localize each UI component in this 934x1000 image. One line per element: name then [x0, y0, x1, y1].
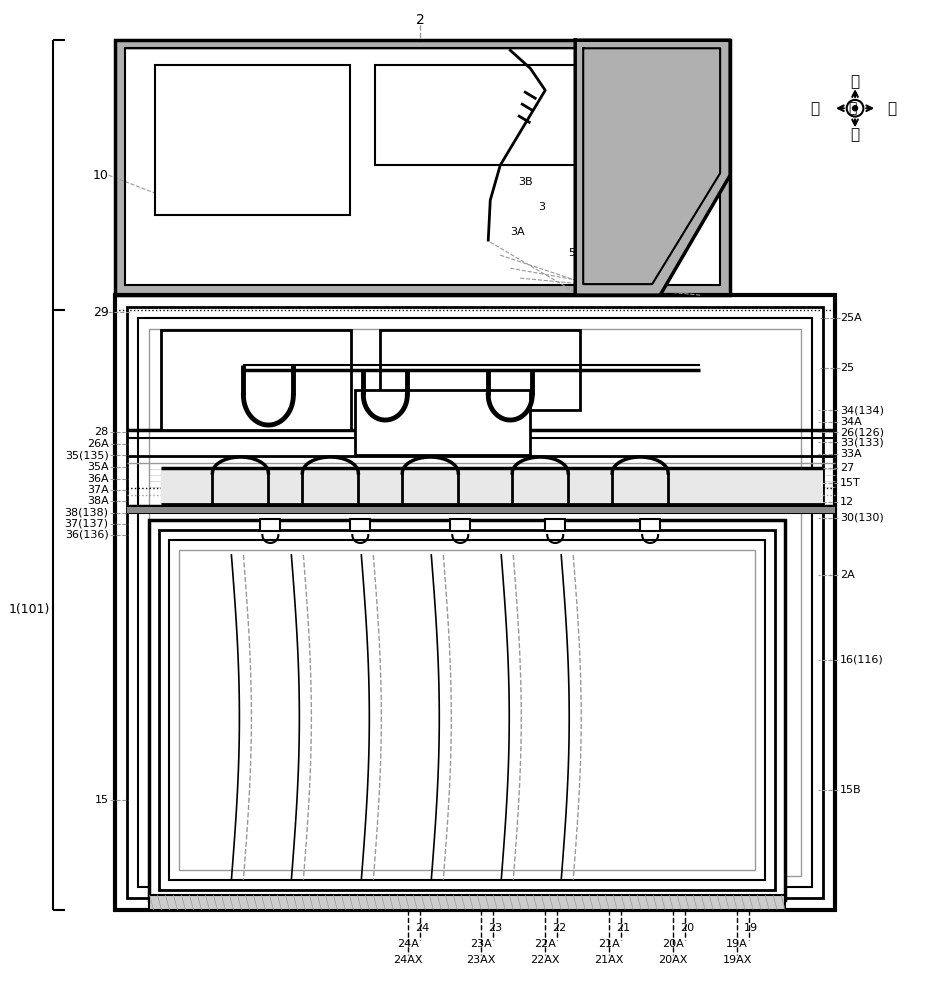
Text: 33(133): 33(133)	[840, 437, 884, 447]
Text: 19A: 19A	[727, 939, 748, 949]
Bar	[375, 65, 705, 165]
Text: 23A: 23A	[471, 939, 492, 949]
Text: 5: 5	[568, 248, 575, 258]
Text: 前: 前	[887, 101, 896, 116]
Text: 2: 2	[416, 13, 425, 27]
Bar	[545, 519, 565, 531]
Text: 24: 24	[416, 923, 430, 933]
Text: 29: 29	[92, 306, 108, 319]
Text: 15: 15	[94, 795, 108, 805]
Bar	[350, 519, 370, 531]
Text: 24A: 24A	[397, 939, 419, 949]
Text: 24AX: 24AX	[393, 955, 423, 965]
Text: 左: 左	[849, 101, 857, 115]
Text: 38A: 38A	[87, 496, 108, 506]
Text: 23: 23	[488, 923, 502, 933]
Text: 11: 11	[644, 282, 658, 292]
Bar	[179, 550, 755, 870]
Bar	[160, 530, 775, 890]
Bar	[149, 895, 785, 910]
Text: 33A: 33A	[840, 449, 862, 459]
Bar	[155, 65, 350, 215]
Text: 20A: 20A	[662, 939, 684, 949]
Text: 15T: 15T	[840, 478, 861, 488]
Bar	[149, 520, 785, 900]
Text: 2A: 2A	[840, 570, 855, 580]
Text: 13: 13	[608, 265, 622, 275]
Text: 20AX: 20AX	[658, 955, 687, 965]
Bar	[125, 50, 720, 285]
Bar	[162, 468, 823, 504]
Polygon shape	[575, 40, 730, 295]
Text: 34A: 34A	[840, 417, 862, 427]
Text: 36(136): 36(136)	[64, 530, 108, 540]
Text: 21: 21	[616, 923, 630, 933]
Bar	[261, 519, 280, 531]
Text: 23AX: 23AX	[467, 955, 496, 965]
Text: 25: 25	[840, 363, 855, 373]
Text: 37A: 37A	[87, 485, 108, 495]
Text: 22: 22	[552, 923, 566, 933]
Bar	[450, 519, 470, 531]
Text: 3A: 3A	[510, 227, 525, 237]
Bar	[149, 329, 801, 876]
Text: 28: 28	[94, 427, 108, 437]
Text: 30(130): 30(130)	[840, 513, 884, 523]
Text: 25A: 25A	[840, 313, 862, 323]
Text: 16(116): 16(116)	[840, 655, 884, 665]
Text: 3: 3	[538, 202, 545, 212]
Text: 26(126): 26(126)	[840, 427, 884, 437]
Bar	[116, 295, 835, 910]
Bar	[125, 48, 720, 285]
Bar	[116, 40, 730, 295]
Bar	[138, 318, 812, 887]
Text: 38(138): 38(138)	[64, 508, 108, 518]
Text: 下: 下	[851, 74, 859, 89]
Text: 34(134): 34(134)	[840, 405, 884, 415]
Text: 12: 12	[840, 497, 855, 507]
Bar	[355, 390, 531, 455]
Bar	[640, 519, 660, 531]
Text: 19AX: 19AX	[722, 955, 752, 965]
Text: 26A: 26A	[87, 439, 108, 449]
Bar	[127, 307, 823, 898]
Text: 35A: 35A	[87, 462, 108, 472]
Text: 后: 后	[810, 101, 819, 116]
Text: 19: 19	[744, 923, 758, 933]
Bar	[116, 40, 730, 295]
Text: 10: 10	[92, 169, 108, 182]
Bar	[127, 507, 835, 513]
Bar	[162, 330, 351, 430]
Circle shape	[853, 106, 857, 111]
Bar	[380, 330, 580, 410]
Text: 15B: 15B	[840, 785, 862, 795]
Text: 3B: 3B	[518, 177, 533, 187]
Text: 35(135): 35(135)	[64, 450, 108, 460]
Text: 36A: 36A	[87, 474, 108, 484]
Bar	[169, 540, 765, 880]
Text: 21AX: 21AX	[595, 955, 624, 965]
Text: 22A: 22A	[534, 939, 556, 949]
Text: 1(101): 1(101)	[9, 603, 50, 616]
Text: 22AX: 22AX	[531, 955, 560, 965]
Text: 37(137): 37(137)	[64, 519, 108, 529]
Text: 上: 上	[851, 127, 859, 142]
Text: 21A: 21A	[599, 939, 620, 949]
Text: 20: 20	[680, 923, 694, 933]
Text: 27: 27	[840, 463, 855, 473]
